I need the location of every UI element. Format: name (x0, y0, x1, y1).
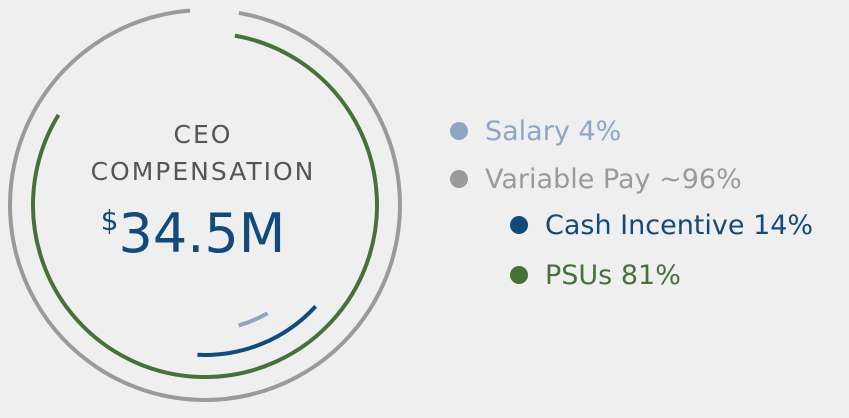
arc (8, 8, 402, 402)
legend-value: ~96% (659, 164, 742, 195)
legend-entry: Salary 4% (485, 116, 621, 147)
total: $34.5M (101, 202, 286, 265)
legend-entry: PSUs 81% (545, 260, 681, 291)
legend-name: PSUs (545, 260, 612, 291)
legend-value: 4% (578, 116, 621, 147)
legend-dot (450, 122, 468, 140)
legend-value: 14% (753, 210, 813, 241)
center-title: COMPENSATION (91, 157, 316, 186)
legend-name: Cash Incentive (545, 210, 744, 241)
arc (197, 304, 318, 357)
legend-dot (450, 170, 468, 188)
arc (238, 311, 269, 328)
legend-dot (510, 266, 528, 284)
legend-name: Variable Pay (485, 164, 651, 195)
legend-dot (510, 216, 528, 234)
currency: $ (101, 204, 119, 237)
legend-entry: Variable Pay ~96% (485, 164, 742, 195)
legend-name: Salary (485, 116, 570, 147)
arc (31, 33, 379, 379)
legend-value: 81% (621, 260, 681, 291)
legend-entry: Cash Incentive 14% (545, 210, 813, 241)
total-value: 34.5M (119, 202, 286, 265)
center-title: CEO (174, 120, 233, 149)
